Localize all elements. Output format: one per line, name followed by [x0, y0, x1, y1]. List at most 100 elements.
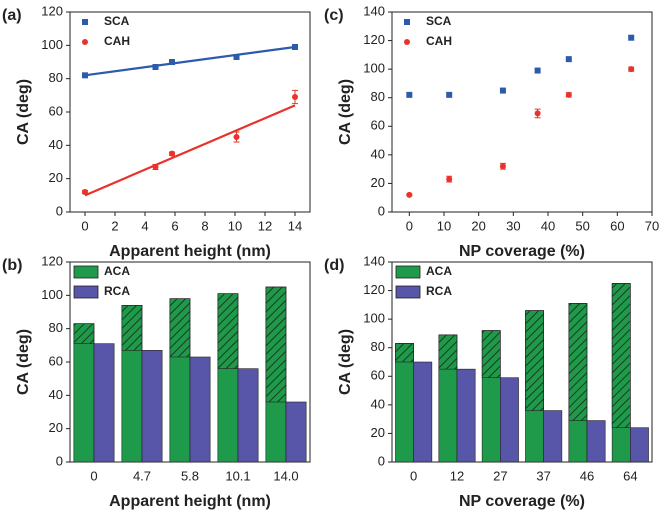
legend-swatch: [395, 285, 421, 299]
y-tick-label: 120: [363, 282, 385, 297]
bar: [543, 410, 563, 463]
y-tick-label: 100: [41, 37, 63, 52]
hatch: [169, 298, 191, 358]
x-tick-label: 10: [437, 218, 451, 233]
x-tick-label: 40: [541, 218, 555, 233]
bar: [586, 420, 606, 463]
x-tick-label: 0: [90, 468, 97, 483]
y-tick-label: 120: [363, 32, 385, 47]
point: [499, 163, 506, 170]
legend-swatch: [73, 265, 99, 279]
bar: [630, 427, 649, 463]
hatch: [568, 303, 588, 421]
point: [233, 54, 240, 60]
point: [292, 44, 298, 50]
trend-line: [84, 104, 296, 197]
legend-label: RCA: [104, 284, 130, 298]
y-tick-label: 100: [363, 61, 385, 76]
x-axis-title: Apparent height (nm): [109, 243, 271, 260]
x-tick-label: 0: [406, 218, 413, 233]
legend-label: SCA: [104, 14, 130, 28]
point: [446, 176, 453, 183]
x-tick-label: 37: [536, 468, 550, 483]
x-tick-label: 6: [171, 218, 178, 233]
bar: [93, 343, 115, 463]
hatch: [611, 283, 631, 429]
x-tick-label: 70: [645, 218, 659, 233]
y-axis-title: CA (deg): [337, 79, 354, 145]
trend-line: [84, 45, 296, 77]
x-tick-label: 8: [201, 218, 208, 233]
bar: [141, 350, 163, 463]
legend-label: CAH: [104, 34, 130, 48]
y-tick-label: 100: [363, 311, 385, 326]
bar: [237, 368, 259, 463]
point: [628, 66, 635, 73]
y-tick-label: 0: [56, 453, 63, 468]
bar: [73, 323, 95, 463]
hatch: [73, 323, 95, 344]
legend-swatch: [395, 265, 421, 279]
y-tick-label: 0: [378, 453, 385, 468]
x-tick-label: 14.0: [273, 468, 298, 483]
legend-label: CAH: [426, 34, 452, 48]
y-tick-label: 100: [41, 287, 63, 302]
y-axis-title: CA (deg): [337, 329, 354, 395]
panel-label: (d): [324, 257, 344, 274]
x-tick-label: 20: [471, 218, 485, 233]
x-tick-label: 5.8: [181, 468, 199, 483]
y-tick-label: 40: [49, 387, 63, 402]
bar: [413, 361, 433, 463]
y-tick-label: 20: [371, 175, 385, 190]
y-tick-label: 120: [41, 253, 63, 268]
plot-frame: [391, 11, 653, 213]
y-tick-label: 60: [49, 103, 63, 118]
point: [82, 189, 88, 195]
x-tick-label: 0: [81, 218, 88, 233]
legend-label: ACA: [104, 264, 130, 278]
y-tick-label: 40: [371, 146, 385, 161]
y-tick-label: 60: [49, 353, 63, 368]
panel-label: (a): [2, 7, 22, 24]
x-tick-label: 4.7: [133, 468, 151, 483]
point: [292, 94, 298, 100]
y-axis-title: CA (deg): [15, 329, 32, 395]
x-tick-label: 27: [493, 468, 507, 483]
y-tick-label: 80: [371, 89, 385, 104]
bar: [500, 377, 519, 463]
point: [565, 56, 572, 63]
point: [406, 91, 413, 98]
x-tick-label: 64: [623, 468, 637, 483]
y-tick-label: 40: [49, 137, 63, 152]
point: [565, 91, 572, 98]
x-axis-title: NP coverage (%): [459, 493, 585, 510]
x-tick-label: 10: [228, 218, 242, 233]
y-tick-label: 40: [371, 396, 385, 411]
y-tick-label: 140: [363, 3, 385, 18]
legend-label: RCA: [426, 284, 452, 298]
point: [406, 191, 413, 198]
y-tick-label: 20: [49, 420, 63, 435]
y-tick-label: 140: [363, 253, 385, 268]
point: [169, 150, 175, 157]
hatch: [395, 343, 414, 363]
x-tick-label: 14: [288, 218, 302, 233]
y-tick-label: 60: [371, 118, 385, 133]
point: [169, 59, 175, 65]
bar: [456, 368, 476, 463]
x-axis-title: NP coverage (%): [459, 243, 585, 260]
hatch: [217, 293, 239, 369]
bar: [189, 356, 211, 463]
x-tick-label: 46: [580, 468, 594, 483]
legend-marker: [404, 39, 410, 45]
x-axis-title: Apparent height (nm): [109, 493, 271, 510]
x-tick-label: 30: [506, 218, 520, 233]
point: [499, 87, 506, 94]
point: [446, 91, 453, 98]
x-tick-label: 12: [258, 218, 272, 233]
legend-label: SCA: [426, 14, 452, 28]
plot-frame: [391, 261, 653, 463]
x-tick-label: 10.1: [225, 468, 250, 483]
point: [82, 72, 88, 79]
